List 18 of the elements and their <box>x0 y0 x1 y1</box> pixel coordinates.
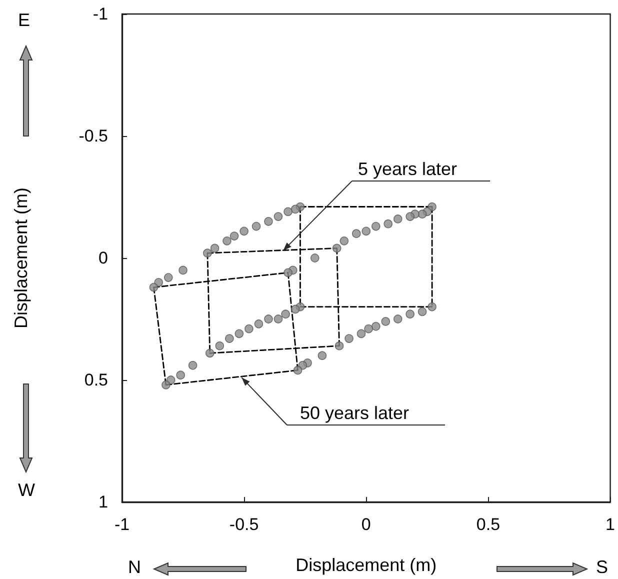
x-tick-label: 1 <box>606 515 616 534</box>
y-tick-label: -1 <box>92 4 108 24</box>
x-axis-title: Displacement (m) <box>296 555 437 575</box>
x-tick-label: 0.5 <box>476 515 500 534</box>
text: E <box>18 10 30 30</box>
y-tick-label: 1 <box>98 492 108 512</box>
x-tick-label: -1 <box>114 515 130 534</box>
text: N <box>128 557 141 577</box>
y-axis-title: Displacement (m) <box>11 187 31 329</box>
x-tick-label: -0.5 <box>229 515 259 534</box>
annotation: 5 years later <box>358 159 458 179</box>
y-tick-label: 0 <box>98 248 108 268</box>
annotation: 50 years later <box>300 403 410 423</box>
text: W <box>18 480 35 500</box>
y-tick-label: 0.5 <box>84 370 108 390</box>
text: S <box>596 557 608 577</box>
x-tick-label: 0 <box>361 515 371 534</box>
y-tick-label: -0.5 <box>78 126 108 146</box>
